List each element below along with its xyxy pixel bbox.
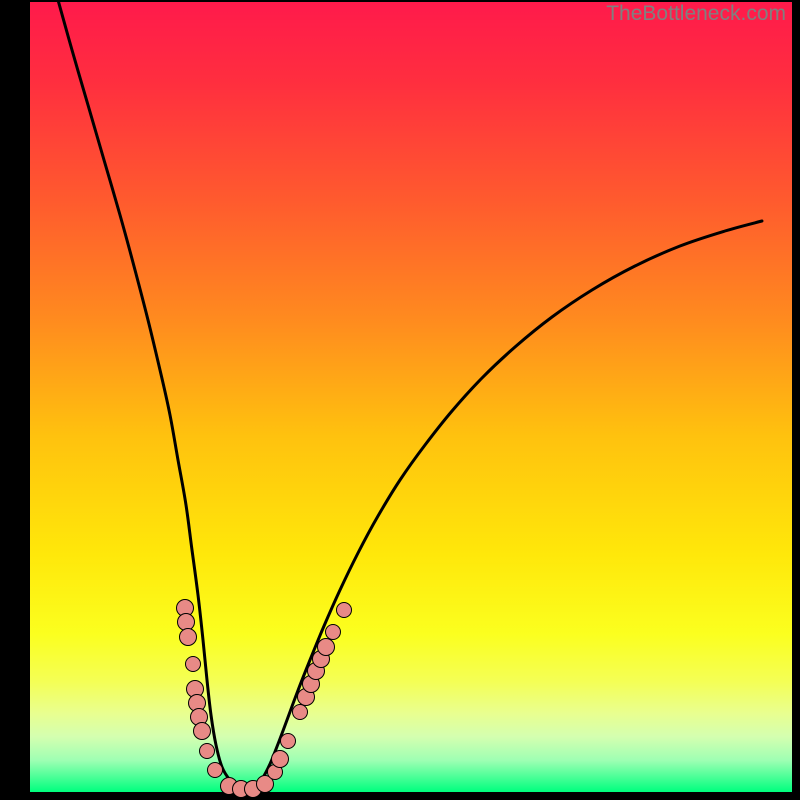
data-marker bbox=[325, 624, 341, 640]
data-marker bbox=[193, 722, 211, 740]
data-marker bbox=[271, 750, 289, 768]
data-marker bbox=[292, 704, 308, 720]
data-marker bbox=[317, 638, 335, 656]
data-marker bbox=[179, 628, 197, 646]
data-marker bbox=[199, 743, 215, 759]
bottleneck-curve bbox=[30, 2, 792, 792]
plot-area bbox=[30, 2, 792, 792]
data-marker bbox=[336, 602, 352, 618]
data-marker bbox=[185, 656, 201, 672]
data-marker bbox=[207, 762, 223, 778]
chart-frame: TheBottleneck.com bbox=[0, 0, 800, 800]
watermark-text: TheBottleneck.com bbox=[606, 2, 786, 26]
data-marker bbox=[280, 733, 296, 749]
